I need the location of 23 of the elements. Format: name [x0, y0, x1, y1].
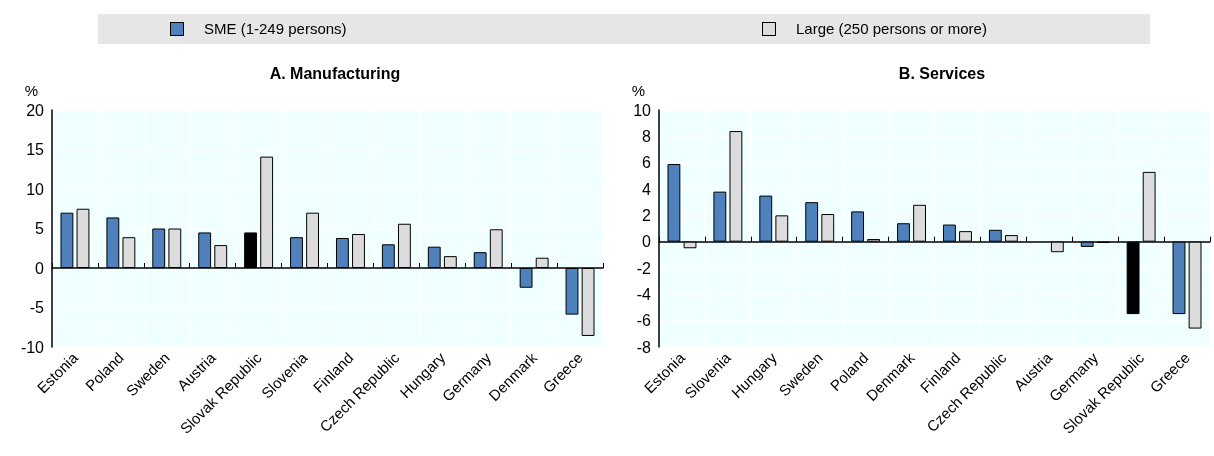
y-tick-label: 8 — [642, 127, 652, 145]
y-tick-label: -2 — [636, 259, 652, 277]
y-tick-label: 6 — [642, 154, 652, 172]
y-tick-label: 10 — [633, 101, 652, 119]
y-axis-title: % — [631, 82, 645, 99]
y-tick-label: -8 — [636, 338, 652, 356]
y-tick-label: 15 — [26, 141, 45, 158]
legend-label: SME (1-249 persons) — [204, 20, 347, 37]
y-tick-label: 0 — [642, 233, 652, 251]
y-tick-label: -4 — [636, 285, 652, 303]
y-tick-label: 2 — [642, 206, 652, 224]
y-tick-label: -5 — [29, 299, 45, 316]
y-axis-title: % — [24, 82, 38, 99]
y-tick-label: 20 — [26, 101, 45, 119]
legend-label: Large (250 persons or more) — [796, 20, 987, 37]
y-tick-label: 4 — [642, 180, 652, 198]
chart-title: B. Services — [898, 64, 986, 82]
y-tick-label: -6 — [636, 312, 652, 330]
y-tick-label: 5 — [35, 220, 45, 237]
y-tick-label: 0 — [35, 259, 45, 277]
y-tick-label: -10 — [20, 338, 45, 356]
chart-title: A. Manufacturing — [269, 64, 401, 82]
y-tick-label: 10 — [26, 180, 45, 198]
